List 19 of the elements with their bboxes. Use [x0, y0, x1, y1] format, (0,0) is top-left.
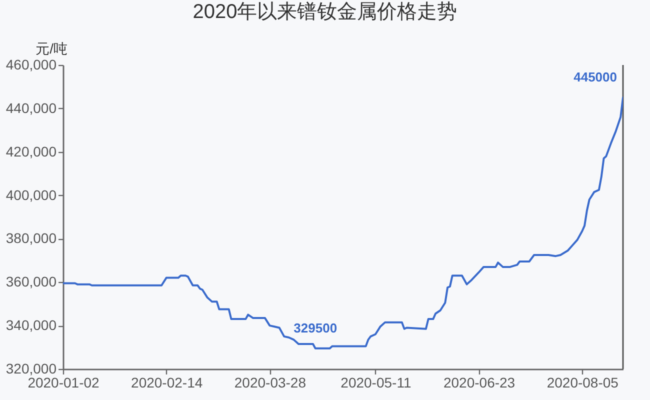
y-tick-label: 400,000 [6, 186, 57, 203]
y-tick-label: 460,000 [6, 56, 57, 72]
x-tick-label: 2020-03-28 [234, 374, 306, 390]
x-tick-label: 2020-05-11 [340, 374, 412, 390]
y-tick-label: 420,000 [6, 143, 57, 160]
y-axis-title: 元/吨 [36, 40, 68, 56]
x-tick-label: 2020-06-23 [443, 374, 516, 390]
chart-title: 2020年以来镨钕金属价格走势 [192, 1, 458, 23]
line-series [63, 96, 623, 350]
y-tick-label: 360,000 [6, 274, 57, 290]
y-tick-label: 320,000 [6, 360, 57, 376]
y-tick-label: 380,000 [6, 230, 57, 246]
x-tick-label: 2020-08-05 [546, 374, 619, 390]
x-tick-label: 2020-02-14 [131, 374, 203, 390]
y-tick-label: 440,000 [6, 100, 57, 116]
y-tick-label: 340,000 [6, 317, 57, 334]
annotation: 445000 [574, 70, 617, 85]
annotation: 329500 [294, 320, 338, 336]
x-tick-label: 2020-01-02 [28, 374, 100, 390]
